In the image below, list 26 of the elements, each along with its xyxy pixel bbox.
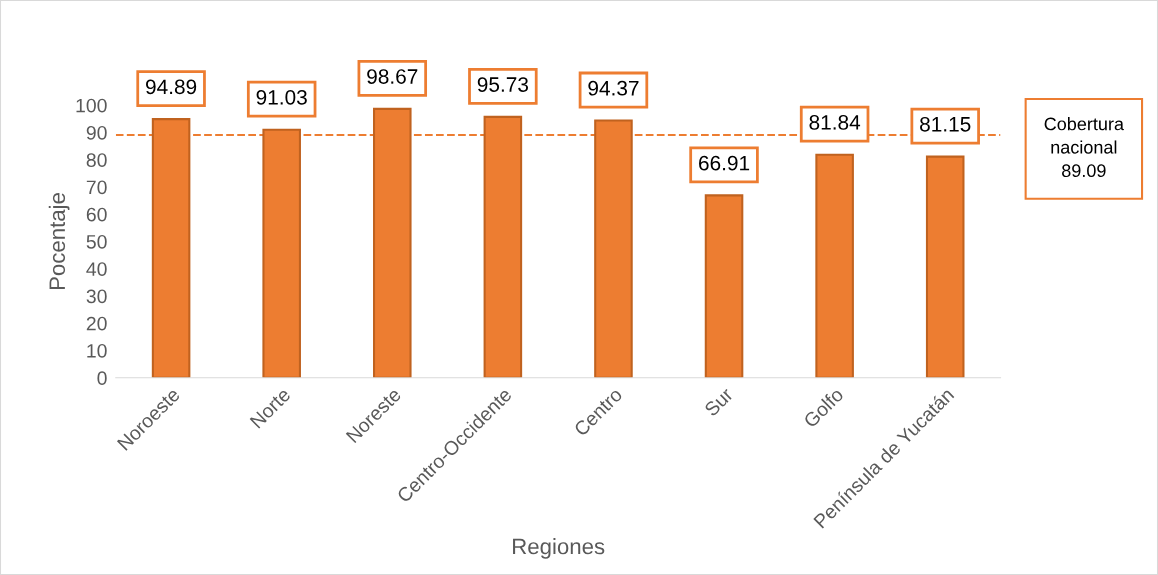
data-label: 94.89 [146, 79, 197, 95]
y-tick-label: 80 [86, 153, 107, 167]
data-label: 98.67 [367, 69, 418, 84]
y-tick-label: 60 [86, 207, 107, 222]
data-label: 66.91 [699, 155, 750, 171]
data-label: 91.03 [256, 89, 307, 105]
data-label: 95.73 [477, 77, 529, 92]
data-label: 81.84 [809, 115, 861, 130]
data-label: 81.15 [920, 116, 971, 132]
x-tick-label: Sur [703, 386, 734, 417]
bar [815, 153, 854, 378]
y-tick-label: 90 [86, 125, 107, 140]
bar [925, 155, 965, 378]
y-tick-label: 70 [86, 180, 107, 195]
x-axis-title: Regiones [513, 538, 605, 559]
y-tick-label: 10 [87, 343, 107, 358]
y-tick-label: 50 [86, 234, 107, 249]
y-tick-label: 20 [86, 316, 107, 331]
bar [704, 194, 744, 378]
ref-line-label: Cobertura nacional 89.09 [1044, 117, 1124, 178]
y-tick-label: 40 [86, 262, 107, 276]
y-tick-label: 0 [97, 371, 107, 386]
y-axis-title: Pocentaje [48, 193, 70, 290]
data-label: 94.37 [588, 80, 639, 96]
y-tick-label: 30 [86, 289, 107, 304]
y-tick-label: 100 [76, 98, 107, 113]
